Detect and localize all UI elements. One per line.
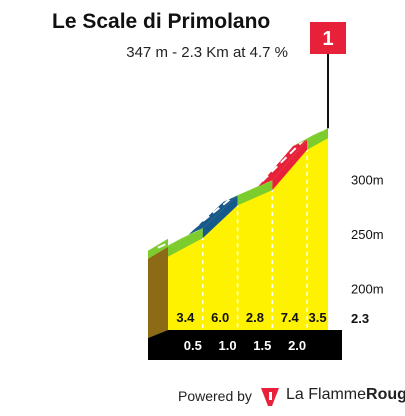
gradient-segment [293, 128, 328, 147]
profile-base-layer [148, 330, 342, 360]
brand-part-a: La Flamme [286, 386, 367, 403]
chart-subtitle: 347 m - 2.3 Km at 4.7 % [126, 44, 288, 61]
ribbon-dash [296, 128, 325, 142]
ribbon-dash [261, 140, 304, 182]
profile-base [148, 330, 342, 360]
y-tick-label: 250m [351, 227, 384, 242]
gradient-segment-face [272, 139, 308, 191]
y-tick-label: 200m [351, 282, 384, 297]
flag-banner [310, 22, 346, 54]
profile-side-wall [148, 246, 168, 338]
km-label: 1.0 [219, 338, 237, 353]
profile-fill-layer [168, 128, 328, 330]
powered-by-text: Powered by [178, 388, 252, 404]
gradient-segment [258, 139, 308, 187]
gradient-segment-face [168, 228, 203, 257]
gradient-label: 6.0 [211, 310, 229, 325]
gradient-ribbon [154, 128, 328, 257]
profile-fill [168, 128, 328, 330]
total-km-label: 2.3 [351, 311, 369, 326]
profile-side-top [148, 238, 168, 259]
km-label: 2.0 [288, 338, 306, 353]
gradient-labels: 3.4 6.0 2.8 7.4 3.5 [176, 310, 326, 325]
gradient-segment [188, 195, 238, 235]
gradient-segment [154, 228, 203, 253]
chart-title: Le Scale di Primolano [52, 10, 271, 33]
ribbon-dash [227, 180, 269, 198]
brand-part-b: Rouge [366, 386, 405, 403]
flag-label: 1 [322, 28, 333, 50]
km-label: 0.5 [184, 338, 202, 353]
gradient-segment-face [237, 180, 273, 206]
ribbon-dash [192, 195, 235, 230]
finish-flag: 1 [310, 22, 346, 129]
gradient-label: 3.4 [176, 310, 195, 325]
km-gridlines [202, 139, 308, 336]
gradient-label: 7.4 [281, 310, 300, 325]
gradient-segment-face [307, 128, 328, 150]
y-tick-label: 300m [351, 173, 384, 188]
flamme-rouge-logo-icon [261, 388, 279, 406]
brand-name: La FlammeRouge [286, 386, 405, 404]
profile-side-layer [148, 238, 168, 338]
y-axis-labels: 200m 250m 300m [351, 173, 384, 297]
km-labels: 0.5 1.0 1.5 2.0 2.3 [184, 311, 369, 353]
ribbon-dash [157, 228, 200, 249]
gradient-label: 3.5 [309, 310, 327, 325]
gradient-segment-face [202, 195, 238, 239]
gradient-label: 2.8 [246, 310, 264, 325]
km-label: 1.5 [253, 338, 271, 353]
